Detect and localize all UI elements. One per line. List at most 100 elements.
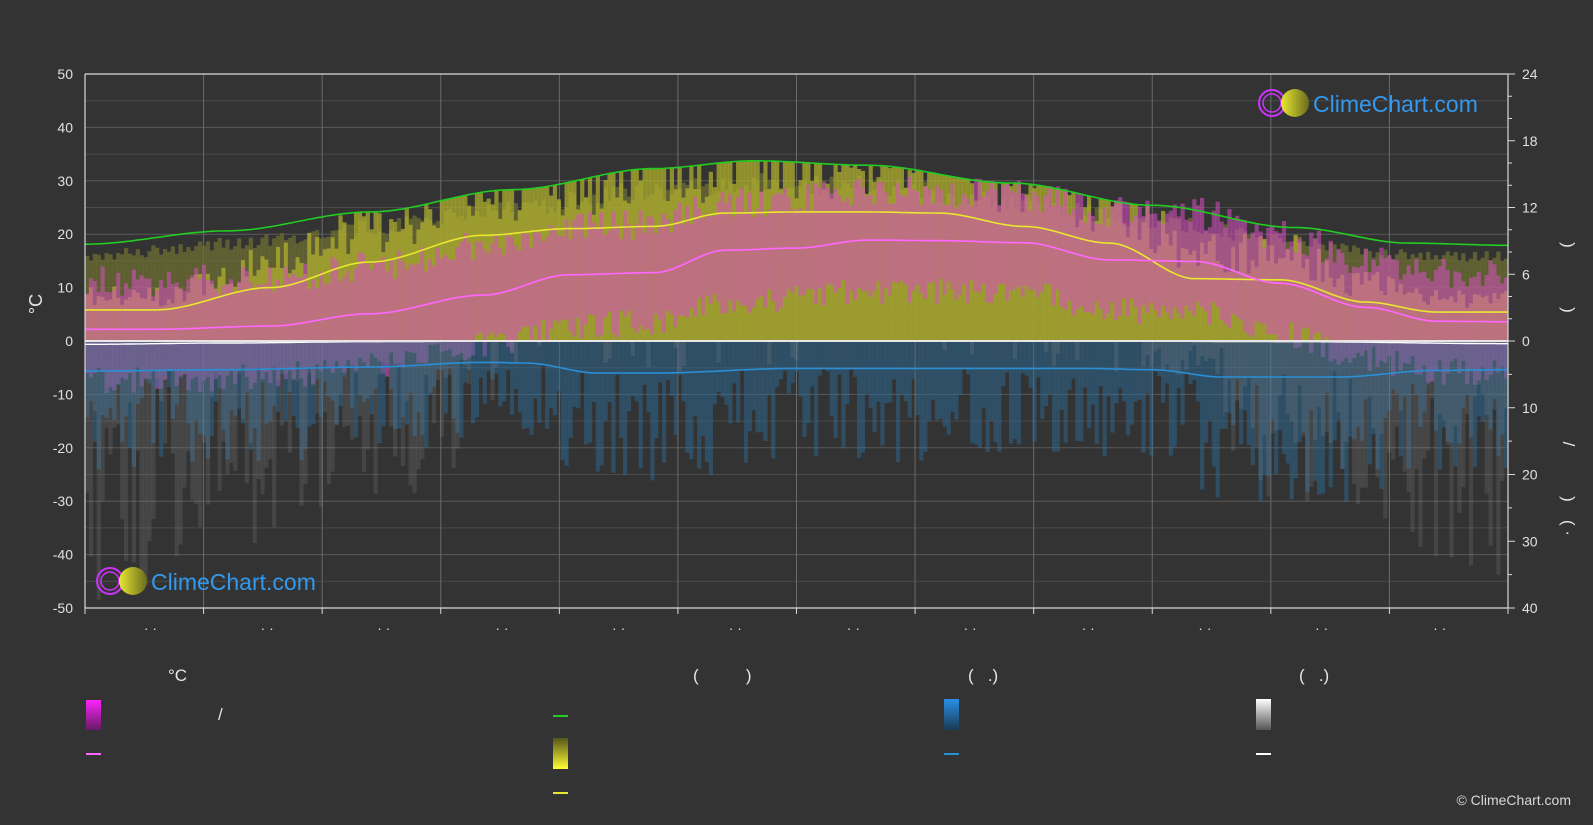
precip-day-bar [876,341,881,402]
temp-range-day-bar [1465,286,1470,385]
temp-range-day-bar [888,203,893,296]
snow-day-bar [1437,341,1443,415]
temp-range-day-bar [552,228,558,321]
temp-range-day-bar [295,277,300,362]
temp-range-day-bar [240,267,246,365]
y-right-top-tick-label: 0 [1522,333,1530,349]
y-right-bottom-tick-label: 20 [1522,467,1538,483]
snow-day-bar [155,341,160,379]
temp-range-day-bar [1047,185,1053,285]
snow-day-bar [443,341,448,378]
precip-day-bar [814,341,819,457]
precip-day-bar [1141,341,1146,453]
precip-day-bar [361,341,367,403]
precip-day-bar [490,341,495,380]
precip-day-bar [1309,341,1314,410]
precip-day-bar [1391,341,1396,390]
snow-day-bar [389,341,394,427]
temp-range-day-bar [1067,214,1072,302]
temp-range-day-bar [728,193,733,301]
temp-range-day-bar [611,211,616,334]
precip-day-bar [143,341,148,380]
precip-day-bar [864,341,869,394]
snow-day-bar [1367,341,1372,397]
temp-range-day-bar [1355,267,1361,354]
daily-bars [85,160,1508,600]
snow-day-bar [1469,341,1474,566]
precip-day-bar [1164,341,1170,384]
precip-day-bar [408,341,413,393]
precip-day-bar [732,341,737,384]
sunshine-day-bar [338,215,343,341]
temp-range-day-bar [1262,247,1267,325]
temp-range-day-bar [1238,219,1244,321]
snow-day-bar [303,341,308,485]
temp-range-day-bar [1422,271,1427,366]
precip-day-bar [650,341,655,481]
precip-day-bar [845,341,850,405]
snow-day-bar [1219,341,1224,348]
snow-day-bar [420,341,425,460]
snow-day-bar [287,341,292,453]
snow-day-bar [135,341,140,451]
snow-day-bar [205,341,211,505]
precip-day-bar [997,341,1002,452]
temp-range-day-bar [217,294,222,376]
snow-day-bar [1453,341,1458,426]
precip-day-bar [1426,341,1431,385]
temp-range-day-bar [392,278,398,364]
temp-range-day-bar [1402,274,1407,364]
snow-day-bar [673,341,678,349]
temp-range-day-bar [100,266,105,372]
temp-range-day-bar [1336,248,1341,365]
temp-range-day-bar [997,205,1002,285]
climechart-logo-bottom[interactable]: ClimeChart.com [96,567,316,595]
precip-day-bar [1472,341,1478,467]
temp-range-day-bar [849,205,854,291]
x-tick-label: · · [495,620,508,636]
climechart-logo-top[interactable]: ClimeChart.com [1258,89,1478,117]
temp-range-day-bar [751,216,756,308]
snow-day-bar [1188,341,1193,351]
snow-day-bar [361,341,367,473]
temp-range-day-bar [880,181,885,304]
snow-day-bar [139,341,144,580]
precip-day-bar [1449,341,1454,444]
snow-day-bar [1297,341,1302,386]
snow-day-bar [1387,341,1392,453]
temp-range-day-bar [482,249,487,357]
snow-day-bar [1340,341,1345,470]
temp-range-day-bar [1102,207,1107,319]
snow-day-bar [969,341,975,355]
snow-day-bar [381,341,386,363]
precip-day-bar [1297,341,1302,442]
temp-range-day-bar [1375,265,1380,367]
precip-day-bar [377,341,382,444]
temp-range-day-bar [1133,215,1138,307]
precip-day-bar [392,341,398,430]
precip-day-bar [880,341,885,446]
temp-range-day-bar [494,233,499,337]
temp-range-day-bar [365,263,370,367]
snow-day-bar [291,341,296,381]
temp-range-day-bar [1313,238,1318,334]
precip-day-bar [1262,341,1267,475]
precip-day-bar [1332,341,1337,441]
precip-day-bar [673,341,678,436]
precip-day-bar [217,341,222,389]
snow-day-bar [127,341,133,403]
temp-range-day-bar [1418,272,1423,375]
precip-day-bar [486,341,491,372]
precip-day-bar [1145,341,1150,394]
snow-day-bar [1238,341,1244,410]
temp-range-day-bar [833,188,838,293]
precip-day-bar [330,341,335,401]
snow-day-bar [240,341,246,420]
precip-day-bar [989,341,994,421]
precip-day-bar [1457,341,1462,444]
temp-range-day-bar [927,189,932,284]
temp-range-day-bar [1289,241,1294,323]
precip-day-bar [755,341,760,433]
temp-range-day-bar [576,214,581,319]
precip-day-bar [1207,341,1213,421]
